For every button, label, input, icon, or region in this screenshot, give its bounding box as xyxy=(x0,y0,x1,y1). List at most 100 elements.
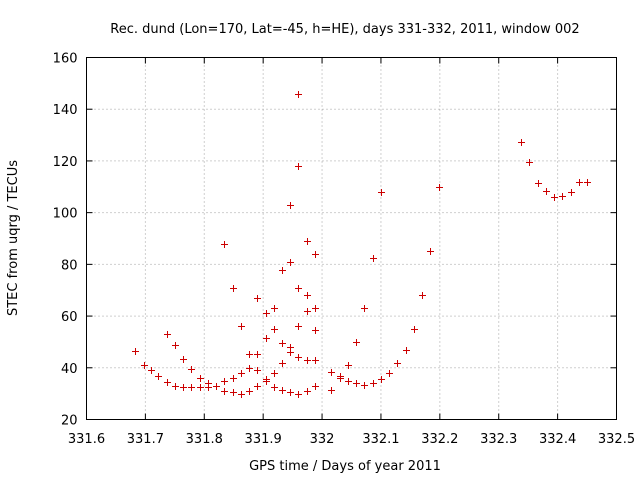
y-tick-label: 20 xyxy=(61,414,78,429)
x-axis-label: GPS time / Days of year 2011 xyxy=(249,459,441,474)
data-point xyxy=(576,179,583,186)
x-tick-label: 331.9 xyxy=(245,432,282,447)
x-tick-label: 332.4 xyxy=(539,432,576,447)
x-tick-label: 332.2 xyxy=(421,432,458,447)
data-point xyxy=(172,383,179,390)
data-point xyxy=(246,388,253,395)
data-point xyxy=(295,163,302,170)
data-point xyxy=(559,193,566,200)
data-point xyxy=(518,139,525,146)
data-point xyxy=(295,285,302,292)
data-point xyxy=(304,308,311,315)
data-point xyxy=(304,388,311,395)
data-point xyxy=(295,323,302,330)
data-point xyxy=(427,248,434,255)
data-point xyxy=(328,369,335,376)
data-point xyxy=(141,362,148,369)
gridlines xyxy=(86,57,617,420)
data-points xyxy=(132,91,591,398)
data-point xyxy=(378,189,385,196)
y-tick-label: 160 xyxy=(53,52,78,67)
data-point xyxy=(164,379,171,386)
data-point xyxy=(312,357,319,364)
data-point xyxy=(271,370,278,377)
y-tick-labels: 20 40 60 80 100 120 140 160 xyxy=(53,52,78,429)
data-point xyxy=(411,326,418,333)
data-point xyxy=(271,326,278,333)
y-tick-label: 60 xyxy=(61,310,78,325)
y-tick-label: 80 xyxy=(61,258,78,273)
data-point xyxy=(535,180,542,187)
data-point xyxy=(132,348,139,355)
data-point xyxy=(197,384,204,391)
plot-frame xyxy=(86,57,617,420)
data-point xyxy=(328,387,335,394)
data-point xyxy=(254,295,261,302)
data-point xyxy=(353,380,360,387)
data-point xyxy=(180,356,187,363)
x-tick-label: 332.5 xyxy=(598,432,635,447)
data-point xyxy=(304,357,311,364)
x-tick-label: 332.1 xyxy=(362,432,399,447)
data-point xyxy=(205,380,212,387)
data-point xyxy=(304,238,311,245)
data-point xyxy=(361,305,368,312)
x-tick-label: 331.7 xyxy=(127,432,164,447)
data-point xyxy=(337,373,344,380)
y-axis-label: STEC from uqrg / TECUs xyxy=(6,160,21,316)
data-point xyxy=(263,310,270,317)
y-tick-label: 100 xyxy=(53,207,78,222)
data-point xyxy=(345,378,352,385)
data-point xyxy=(295,391,302,398)
y-tick-label: 120 xyxy=(53,155,78,170)
data-point xyxy=(148,367,155,374)
chart-title: Rec. dund (Lon=170, Lat=-45, h=HE), days… xyxy=(110,22,579,37)
data-point xyxy=(279,340,286,347)
data-point xyxy=(287,389,294,396)
data-point xyxy=(312,327,319,334)
data-point xyxy=(230,285,237,292)
data-point xyxy=(279,267,286,274)
data-point xyxy=(370,255,377,262)
data-point xyxy=(238,323,245,330)
data-point xyxy=(568,189,575,196)
data-point xyxy=(403,347,410,354)
data-point xyxy=(543,188,550,195)
data-point xyxy=(345,362,352,369)
data-point xyxy=(188,366,195,373)
data-point xyxy=(213,383,220,390)
data-point xyxy=(246,365,253,372)
data-point xyxy=(353,339,360,346)
data-point xyxy=(221,388,228,395)
data-point xyxy=(271,384,278,391)
data-point xyxy=(254,351,261,358)
data-point xyxy=(419,292,426,299)
data-point xyxy=(172,342,179,349)
data-point xyxy=(238,370,245,377)
x-tick-labels: 331.6 331.7 331.8 331.9 332 332.1 332.2 332.3 33… xyxy=(68,432,635,447)
data-point xyxy=(295,91,302,98)
data-point xyxy=(180,384,187,391)
data-point xyxy=(279,360,286,367)
data-point xyxy=(155,373,162,380)
data-point xyxy=(584,179,591,186)
data-point xyxy=(304,292,311,299)
data-point xyxy=(287,259,294,266)
data-point xyxy=(197,375,204,382)
data-point xyxy=(526,159,533,166)
data-point xyxy=(378,376,385,383)
data-point xyxy=(386,370,393,377)
data-point xyxy=(551,194,558,201)
data-point xyxy=(287,344,294,351)
data-point xyxy=(263,335,270,342)
y-tick-label: 40 xyxy=(61,362,78,377)
x-tick-label: 331.6 xyxy=(68,432,105,447)
data-point xyxy=(279,387,286,394)
data-point xyxy=(370,380,377,387)
data-point xyxy=(164,331,171,338)
data-point xyxy=(238,391,245,398)
data-point xyxy=(287,202,294,209)
y-tick-label: 140 xyxy=(53,103,78,118)
data-point xyxy=(246,351,253,358)
axis-ticks xyxy=(86,57,617,420)
